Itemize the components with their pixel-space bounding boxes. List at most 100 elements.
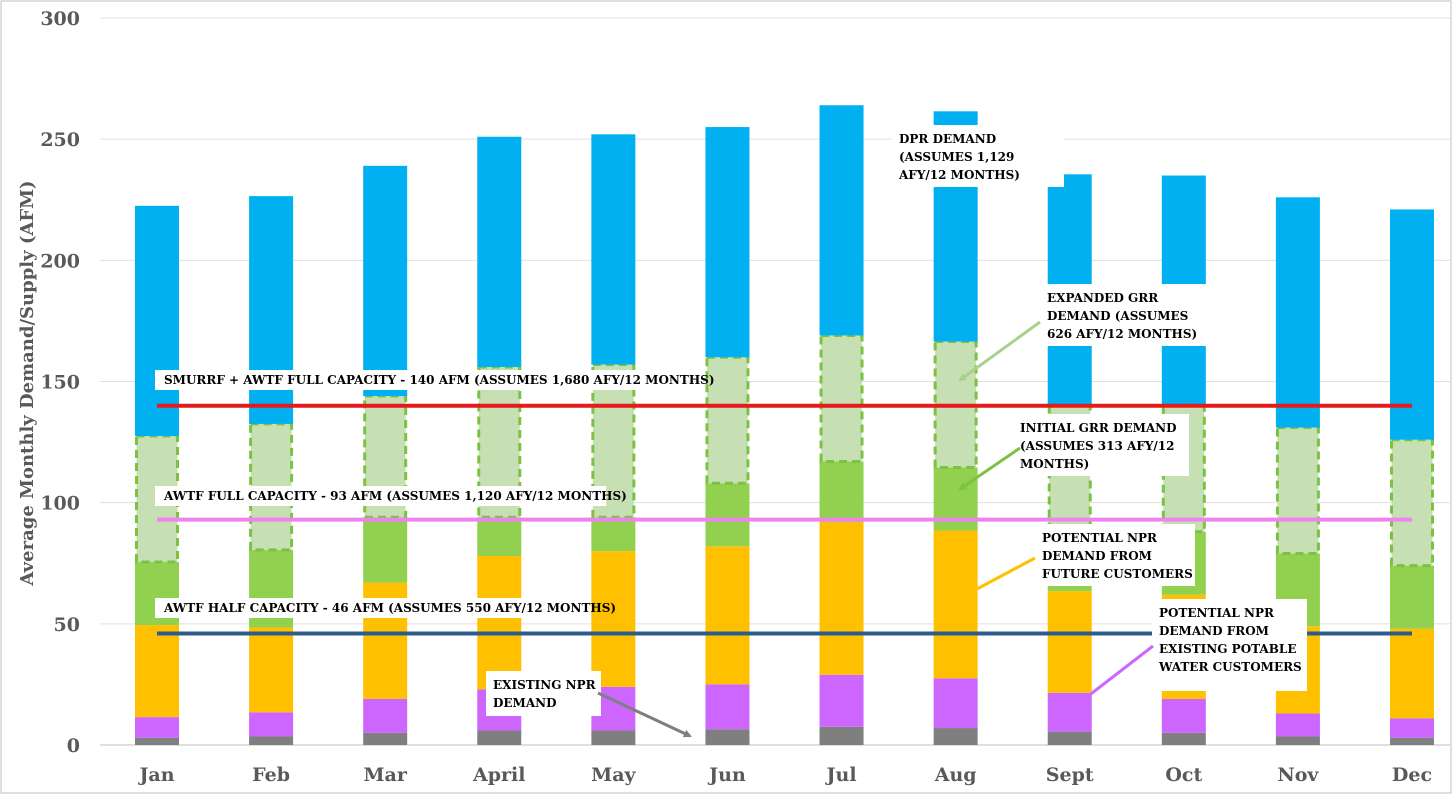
y-tick-250: 250 (40, 129, 80, 151)
bar-segment-s0-sept (1047, 731, 1092, 745)
bar-segment-s1-jun (705, 684, 750, 730)
y-tick-200: 200 (40, 250, 80, 272)
annotation-text-4-0: POTENTIAL NPR (1159, 606, 1275, 620)
annotation-box-3 (1035, 524, 1195, 586)
reference-lines: SMURRF + AWTF FULL CAPACITY - 140 AFM (A… (155, 370, 1412, 636)
x-tick-jul: Jul (825, 764, 857, 786)
x-tick-mar: Mar (364, 764, 408, 786)
annotation-box-2 (1013, 414, 1189, 476)
y-tick-0: 0 (67, 735, 80, 757)
x-tick-aug: Aug (934, 764, 977, 786)
x-tick-feb: Feb (252, 764, 290, 786)
x-tick-dec: Dec (1392, 764, 1432, 786)
annotation-3: POTENTIAL NPR DEMAND FROM FUTURE CUSTOMERS (960, 524, 1195, 599)
bar-segment-s5-nov (1275, 197, 1320, 428)
annotation-text-1-1: DEMAND (ASSUMES (1047, 309, 1188, 323)
reference-label-bg-46 (155, 598, 591, 618)
bar-segment-s3-mar (363, 517, 408, 583)
bar-segment-s0-jul (819, 726, 864, 745)
bar-segment-s5-jul (819, 105, 864, 336)
bar-segment-s2-dec (1390, 628, 1434, 719)
bar-segment-s2-may (591, 551, 636, 687)
x-axis-tick-labels: Jan Feb Mar April May Jun Jul Aug Sept Oct Nov Dec (137, 764, 1432, 786)
annotation-text-1-2: 626 AFY/12 MONTHS) (1047, 327, 1197, 341)
bar-segment-s2-sept (1047, 591, 1092, 693)
y-tick-150: 150 (40, 372, 80, 394)
y-tick-50: 50 (54, 614, 80, 636)
bar-series (135, 105, 1434, 745)
annotation-box-0 (892, 125, 1064, 187)
reference-label-46: AWTF HALF CAPACITY - 46 AFM (ASSUMES 550… (163, 601, 616, 615)
bar-segment-s2-jan (135, 625, 179, 718)
bar-segment-s1-mar (363, 698, 408, 733)
annotation-arrow-2 (958, 446, 1021, 491)
annotation-text-0-2: AFY/12 MONTHS) (898, 168, 1020, 182)
bar-segment-s5-jun (705, 127, 750, 358)
y-tick-300: 300 (40, 8, 80, 30)
annotation-box-1 (1040, 284, 1216, 346)
bar-segment-s0-april (477, 730, 522, 745)
bar-segment-s0-dec (1390, 737, 1434, 745)
bar-segment-s3-dec (1390, 565, 1434, 629)
bar-stack-jan (135, 205, 179, 745)
bar-segment-s1-feb (249, 712, 294, 737)
bar-segment-s3-april (477, 517, 522, 556)
bar-stack-aug (933, 111, 978, 745)
bar-segment-s5-april (477, 136, 522, 367)
annotation-text-0-0: DPR DEMAND (899, 132, 996, 146)
x-tick-sept: Sept (1046, 764, 1094, 786)
reference-label-93: AWTF FULL CAPACITY - 93 AFM (ASSUMES 1,1… (163, 489, 627, 503)
bar-segment-s1-oct (1161, 698, 1206, 733)
bar-segment-s4-nov (1275, 426, 1320, 556)
bar-stack-dec (1390, 209, 1434, 745)
bar-segment-s0-nov (1275, 736, 1320, 745)
bar-segment-s1-aug (933, 678, 978, 729)
bar-segment-s3-jul (819, 461, 864, 523)
bar-segment-s4-dec (1390, 438, 1434, 568)
annotation-arrow-3 (960, 556, 1036, 599)
annotation-box-4 (1152, 599, 1307, 691)
annotation-arrow-5 (597, 691, 692, 738)
x-tick-oct: Oct (1165, 764, 1202, 786)
annotation-text-4-1: DEMAND FROM (1159, 624, 1269, 638)
annotation-arrow-4 (1068, 644, 1154, 712)
annotation-text-2-1: (ASSUMES 313 AFY/12 (1020, 439, 1175, 453)
y-axis-tick-labels: 0 50 100 150 200 250 300 (40, 8, 80, 757)
annotation-1: EXPANDED GRR DEMAND (ASSUMES 626 AFY/12 MO… (958, 284, 1216, 382)
bar-stack-jun (705, 127, 750, 745)
bar-segment-s1-jan (135, 717, 179, 738)
y-axis-label: Average Monthly Demand/Supply (AFM) (17, 180, 38, 586)
bar-segment-s5-may (591, 134, 636, 365)
annotation-2: INITIAL GRR DEMAND (ASSUMES 313 AFY/12 MON… (958, 414, 1189, 491)
reference-label-140: SMURRF + AWTF FULL CAPACITY - 140 AFM (A… (164, 373, 715, 387)
annotation-text-5-1: DEMAND (493, 696, 557, 710)
annotation-arrow-1 (958, 320, 1041, 382)
bar-stack-may (591, 134, 636, 745)
bar-segment-s2-aug (933, 530, 978, 679)
bar-segment-s0-mar (363, 732, 408, 745)
x-tick-may: May (591, 764, 636, 786)
x-tick-nov: Nov (1277, 764, 1319, 786)
annotation-text-5-0: EXISTING NPR (493, 678, 597, 692)
bar-stack-mar (363, 165, 408, 745)
annotation-text-0-1: (ASSUMES 1,129 (899, 150, 1014, 164)
reference-label-bg-93 (155, 486, 607, 506)
annotation-text-2-2: MONTHS) (1020, 457, 1089, 471)
bar-segment-s2-april (477, 555, 522, 690)
x-tick-april: April (472, 764, 525, 786)
annotation-text-4-3: WATER CUSTOMERS (1158, 660, 1302, 674)
bar-segment-s2-jul (819, 522, 864, 675)
bar-segment-s5-mar (363, 165, 408, 397)
annotation-text-2-0: INITIAL GRR DEMAND (1020, 421, 1177, 435)
bar-stack-feb (249, 196, 294, 745)
annotation-5: EXISTING NPR DEMAND (486, 671, 692, 738)
bar-segment-s2-jun (705, 546, 750, 685)
y-tick-100: 100 (40, 493, 80, 515)
bar-segment-s5-jan (135, 205, 179, 437)
bar-segment-s4-jul (819, 333, 864, 463)
annotation-text-4-2: EXISTING POTABLE (1159, 642, 1296, 656)
annotation-4: POTENTIAL NPR DEMAND FROM EXISTING POTABLE… (1068, 599, 1307, 712)
bar-segment-s1-nov (1275, 713, 1320, 737)
bar-segment-s0-jun (705, 729, 750, 745)
